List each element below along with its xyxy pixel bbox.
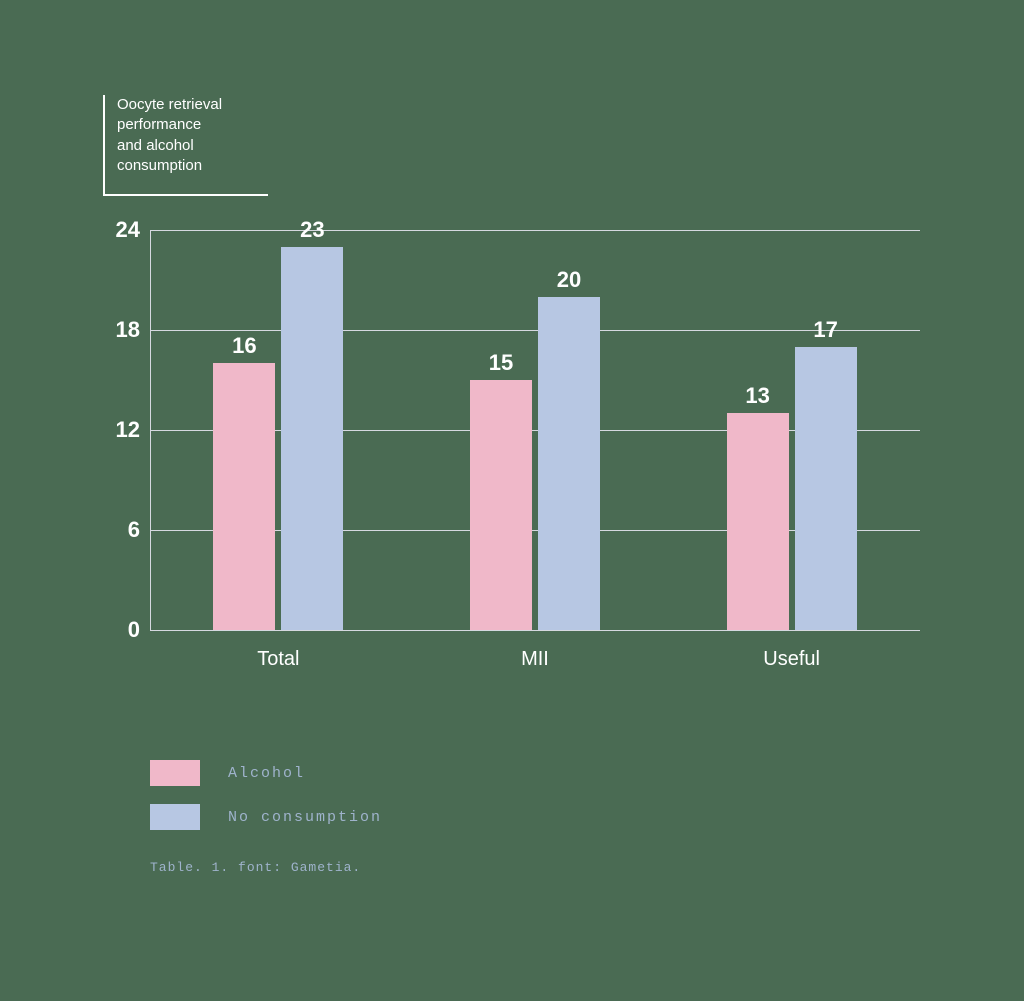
y-tick-label: 24	[116, 217, 140, 243]
legend-swatch-no-consumption	[150, 804, 200, 830]
y-tick-label: 12	[116, 417, 140, 443]
legend-swatch-alcohol	[150, 760, 200, 786]
chart-title-line1: Oocyte retrieval performance	[117, 95, 268, 136]
chart-title-block: Oocyte retrieval performance and alcohol…	[103, 95, 268, 196]
bar-value-label: 13	[745, 383, 769, 409]
chart-title-line2: and alcohol consumption	[117, 136, 268, 177]
legend: Alcohol No consumption	[150, 760, 382, 848]
bar-value-label: 20	[557, 267, 581, 293]
gridline	[150, 630, 920, 631]
bar-group: 1520MII	[470, 297, 600, 630]
legend-label-no-consumption: No consumption	[228, 809, 382, 826]
bar: 15	[470, 380, 532, 630]
bar-group: 1317Useful	[727, 347, 857, 630]
bar-group: 1623Total	[213, 247, 343, 630]
y-tick-label: 6	[128, 517, 140, 543]
x-category-label: Total	[257, 648, 299, 671]
bar-value-label: 16	[232, 333, 256, 359]
chart-caption: Table. 1. font: Gametia.	[150, 860, 361, 875]
x-category-label: Useful	[763, 648, 820, 671]
legend-item-alcohol: Alcohol	[150, 760, 382, 786]
y-tick-label: 0	[128, 617, 140, 643]
legend-label-alcohol: Alcohol	[228, 765, 305, 782]
bar-chart: 1623Total1520MII1317Useful 06121824	[90, 230, 920, 690]
bar: 23	[281, 247, 343, 630]
bar-value-label: 17	[813, 317, 837, 343]
bar-value-label: 15	[489, 350, 513, 376]
bar-value-label: 23	[300, 217, 324, 243]
x-category-label: MII	[521, 648, 549, 671]
bar: 20	[538, 297, 600, 630]
bars-container: 1623Total 1520MII 1317Useful	[150, 230, 920, 630]
bar: 13	[727, 413, 789, 630]
bar: 17	[795, 347, 857, 630]
y-tick-label: 18	[116, 317, 140, 343]
bar: 16	[213, 363, 275, 630]
legend-item-no-consumption: No consumption	[150, 804, 382, 830]
